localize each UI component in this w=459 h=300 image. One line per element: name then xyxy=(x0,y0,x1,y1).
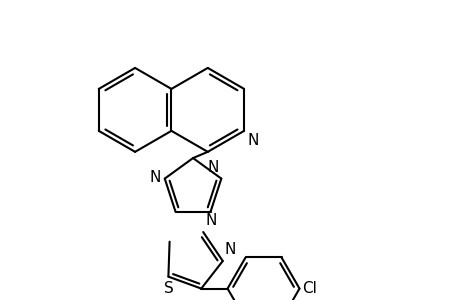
Text: Cl: Cl xyxy=(302,281,317,296)
Text: N: N xyxy=(246,133,258,148)
Text: N: N xyxy=(205,213,216,228)
Text: N: N xyxy=(149,170,160,185)
Text: S: S xyxy=(163,280,173,296)
Text: N: N xyxy=(207,160,219,175)
Text: N: N xyxy=(224,242,235,257)
